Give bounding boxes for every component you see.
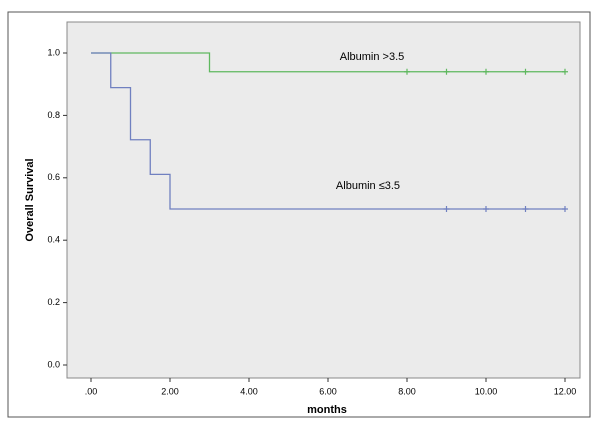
censor-mark [443,68,450,75]
censor-mark [562,68,568,75]
y-axis-label: Overall Survival [24,158,36,241]
y-tick-label: 0.2 [47,297,60,307]
x-axis-label: months [307,404,347,416]
x-tick-label: 8.00 [398,386,416,396]
x-tick-label: 2.00 [161,386,179,396]
survival-line [91,52,565,210]
x-tick-label: 6.00 [319,386,337,396]
x-tick-label: 12.00 [554,386,577,396]
x-tick-label: .00 [85,386,98,396]
survival-line [91,52,565,73]
series-label: Albumin ≤3.5 [336,180,400,192]
censor-mark [483,68,489,75]
censor-mark [483,206,489,212]
y-tick-label: 0.4 [47,235,60,245]
x-tick-label: 10.00 [475,386,498,396]
censor-mark [522,206,529,212]
censor-mark [562,206,568,212]
censor-mark [404,68,410,75]
y-tick-label: 0.0 [47,359,60,369]
y-tick-label: 0.8 [47,110,60,120]
series-label: Albumin >3.5 [340,51,405,63]
censor-mark [443,206,450,212]
censor-mark [522,68,529,75]
y-tick-label: 1.0 [47,47,60,57]
x-tick-label: 4.00 [240,386,258,396]
y-tick-label: 0.6 [47,172,60,182]
plot-area [66,21,581,379]
